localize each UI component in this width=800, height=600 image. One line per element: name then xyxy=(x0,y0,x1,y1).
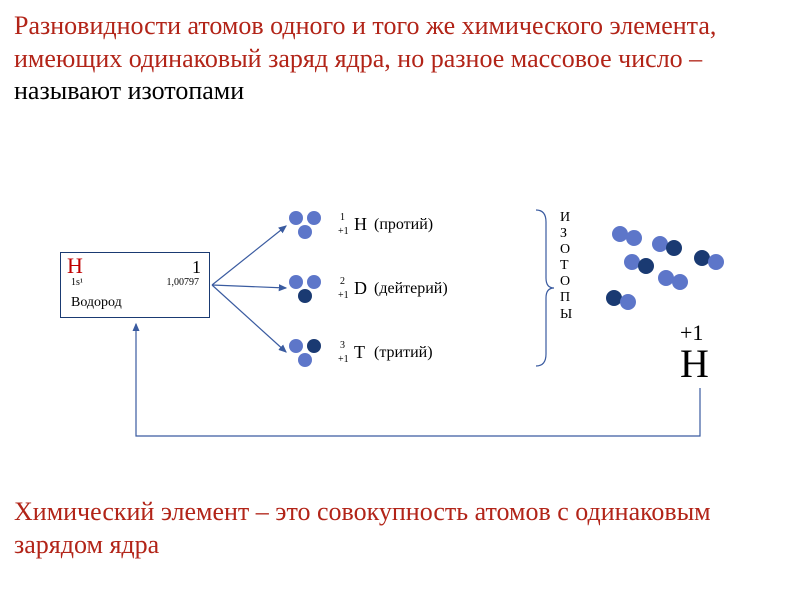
top-black: называют изотопами xyxy=(14,76,244,105)
definition-text-top: Разновидности атомов одного и того же хи… xyxy=(14,10,774,108)
element-z: 1 xyxy=(192,257,201,278)
isotope-label-1: 2+1D(дейтерий) xyxy=(340,276,540,306)
definition-text-bottom: Химический элемент – это совокупность ат… xyxy=(14,496,774,561)
element-card: H 1 1s¹ 1,00797 Водород xyxy=(60,252,210,318)
element-mass: 1,00797 xyxy=(167,277,200,288)
element-config: 1s¹ xyxy=(71,277,83,288)
top-red: Разновидности атомов одного и того же хи… xyxy=(14,11,716,73)
big-h-symbol: H xyxy=(680,340,709,387)
element-symbol: H xyxy=(67,253,83,278)
isotope-label-0: 1+1H(протий) xyxy=(340,212,540,242)
element-name: Водород xyxy=(71,295,122,311)
isotope-label-2: 3+1T(тритий) xyxy=(340,340,540,370)
isotopes-vertical-label: ИЗОТОПЫ xyxy=(560,210,572,323)
